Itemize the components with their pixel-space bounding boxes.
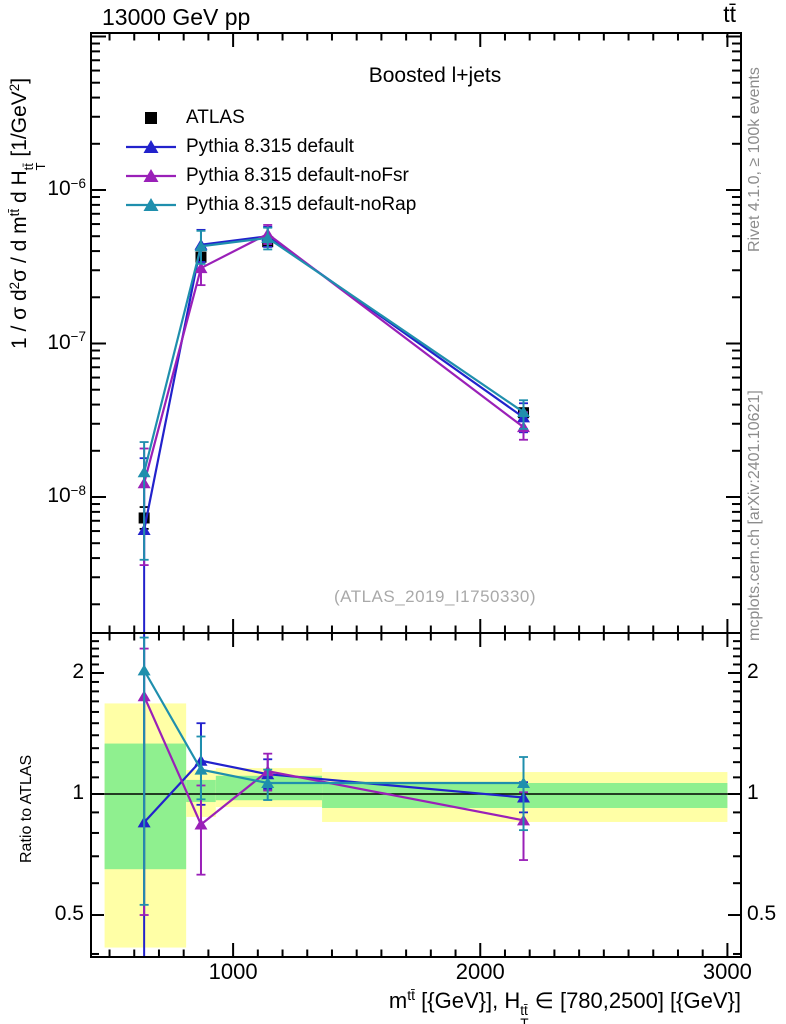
data-point-triangle [261, 231, 275, 243]
process-label: tt̄ [723, 1, 736, 27]
ratio-y-axis-tick-label: 2 [747, 659, 759, 683]
stacked-script: tt̄ T [520, 1002, 529, 1024]
data-point-triangle [137, 466, 151, 478]
plot-title: Boosted l+jets [368, 64, 502, 87]
ratio-y-axis-tick-label: 1 [72, 781, 84, 804]
series-line [143, 669, 524, 785]
legend-item: Pythia 8.315 default [126, 132, 416, 161]
legend: ATLAS Pythia 8.315 default Pythia 8.315 de… [126, 103, 416, 219]
data-point-triangle [194, 262, 208, 274]
data-point-triangle [261, 777, 275, 789]
series-line [143, 235, 525, 531]
legend-item: ATLAS [126, 103, 416, 132]
uncertainty-band-green [104, 743, 187, 870]
data-point-triangle [194, 240, 208, 252]
main-y-axis-tick-label: 10−7 [47, 329, 86, 354]
x-axis-tick-label: 2000 [455, 959, 505, 984]
legend-item-label: Pythia 8.315 default [186, 135, 354, 157]
stacked-script: tt̄ T [20, 162, 48, 171]
series-line [143, 232, 525, 484]
series-line [143, 759, 524, 824]
legend-line-marker [126, 197, 176, 211]
data-point-triangle [137, 664, 151, 676]
ratio-y-axis-tick-label: 1 [747, 781, 759, 804]
legend-line-marker [126, 168, 176, 182]
series-line [143, 695, 524, 827]
beam-energy-label: 13000 GeV pp [102, 4, 251, 30]
x-axis-tick-label: 1000 [208, 959, 258, 984]
legend-item: Pythia 8.315 default-noFsr [126, 161, 416, 190]
main-y-axis-tick-label: 10−8 [47, 482, 86, 507]
ratio-y-axis-tick-label: 0.5 [54, 902, 84, 925]
legend-item: Pythia 8.315 default-noRap [126, 190, 416, 219]
legend-line-marker [126, 139, 176, 153]
ratio-y-axis-tick-label: 0.5 [747, 902, 777, 925]
analysis-watermark: (ATLAS_2019_I1750330) [333, 587, 537, 606]
legend-item-label: Pythia 8.315 default-noRap [186, 193, 417, 215]
data-point-triangle [517, 406, 531, 418]
rivet-version-note: Rivet 4.1.0, ≥ 100k events [746, 67, 763, 252]
legend-item-label: ATLAS [186, 106, 245, 128]
legend-square-marker [145, 111, 157, 124]
legend-item-label: Pythia 8.315 default-noFsr [186, 164, 409, 186]
mcplots-note: mcplots.cern.ch [arXiv:2401.10621] [746, 390, 763, 641]
data-point-triangle [194, 763, 208, 775]
series-line [143, 236, 525, 473]
data-point-triangle [194, 818, 208, 830]
ratio-y-axis-title: Ratio to ATLAS [18, 754, 35, 863]
x-axis-tick-label: 3000 [702, 959, 752, 984]
data-point-triangle [517, 777, 531, 789]
ratio-y-axis-tick-label: 2 [72, 659, 84, 683]
main-y-axis-tick-label: 10−6 [47, 175, 86, 200]
ratio-panel-frame [90, 632, 742, 958]
